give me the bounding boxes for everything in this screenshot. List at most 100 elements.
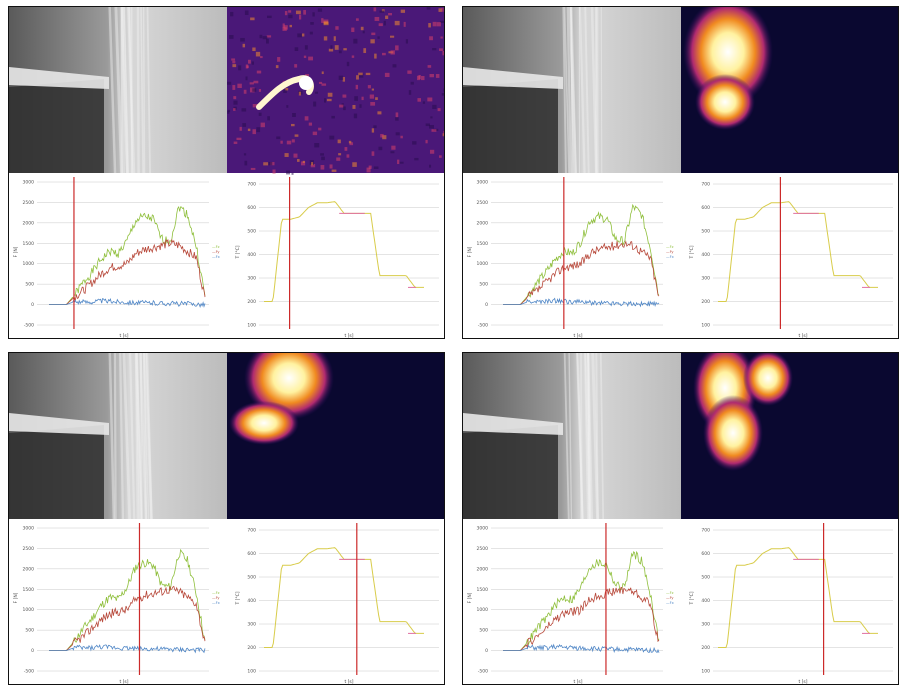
noise: [236, 137, 242, 141]
noise: [368, 165, 372, 169]
y-tick-label: 2000: [23, 566, 35, 572]
noise: [233, 100, 238, 105]
y-tick-label: 400: [247, 598, 256, 604]
noise: [245, 76, 248, 81]
noise: [344, 147, 348, 151]
noise: [266, 38, 269, 44]
noise: [318, 81, 323, 84]
tool-holder: [9, 79, 104, 173]
y-tick-label: 500: [479, 282, 488, 288]
y-tick-label: 2500: [23, 546, 35, 552]
noise: [422, 101, 426, 104]
noise: [378, 146, 383, 151]
noise: [439, 155, 442, 158]
noise: [291, 139, 295, 143]
y-tick-label: 700: [247, 528, 256, 534]
noise: [259, 34, 263, 39]
streak: [119, 353, 125, 520]
noise: [293, 153, 298, 158]
tool-holder: [9, 425, 104, 519]
streak: [140, 353, 143, 520]
y-tick-label: 1500: [477, 241, 489, 247]
x-axis-label: t [s]: [344, 333, 353, 339]
y-tick-label: 600: [701, 205, 710, 211]
force-series-line: [503, 297, 660, 308]
noise: [244, 160, 248, 166]
noise: [260, 122, 265, 128]
thermal-view: [681, 7, 898, 173]
noise: [384, 72, 390, 78]
noise: [241, 108, 247, 112]
chip-strip: [463, 67, 563, 89]
noise: [260, 56, 263, 59]
y-tick-label: 1000: [477, 607, 489, 613]
noise: [255, 51, 261, 57]
noise: [367, 85, 371, 89]
noise: [379, 10, 385, 13]
hot-spot: [229, 401, 299, 445]
noise: [311, 162, 314, 166]
noise: [355, 18, 359, 21]
y-tick-label: 1000: [23, 261, 35, 267]
y-tick-label: 2500: [477, 200, 489, 206]
streak: [587, 353, 591, 520]
y-tick-label: 300: [247, 622, 256, 628]
noise: [371, 88, 375, 91]
noise: [395, 112, 399, 118]
noise: [321, 71, 324, 75]
noise: [366, 167, 371, 173]
noise: [270, 162, 275, 166]
noise: [292, 113, 296, 117]
noise: [351, 27, 355, 33]
temp-chart: 700 600 500 400 300 200 100 T [°C] t [s]: [235, 177, 439, 339]
noise: [390, 50, 395, 55]
noise: [435, 74, 440, 78]
noise: [323, 36, 328, 41]
noise: [284, 11, 288, 16]
noise: [268, 161, 273, 166]
y-tick-label: 0: [485, 648, 488, 654]
thermal-view: [227, 7, 444, 175]
noise: [312, 131, 318, 136]
noise: [308, 56, 314, 61]
x-axis-label: t [s]: [798, 333, 807, 339]
noise: [294, 134, 299, 137]
noise: [233, 108, 236, 111]
noise: [303, 10, 307, 15]
noise: [239, 126, 242, 131]
noise: [429, 36, 433, 41]
noise: [377, 36, 380, 39]
noise: [282, 27, 287, 31]
streak: [129, 353, 136, 520]
noise: [371, 151, 375, 156]
streak: [569, 7, 575, 174]
noise: [303, 55, 307, 58]
noise: [371, 32, 376, 36]
streak: [600, 7, 603, 174]
noise: [380, 133, 384, 138]
y-axis-label: T [°C]: [235, 591, 241, 605]
noise: [272, 169, 276, 174]
noise: [250, 167, 256, 170]
y-tick-label: 100: [701, 323, 710, 329]
y-tick-label: 500: [247, 229, 256, 235]
noise: [403, 21, 406, 27]
force-series-line: [49, 644, 206, 654]
noise: [425, 123, 430, 127]
noise: [267, 15, 272, 19]
noise: [300, 161, 306, 166]
hot-spot: [695, 74, 755, 130]
y-tick-label: 700: [701, 182, 710, 188]
tool-holder: [463, 425, 558, 519]
noise: [373, 166, 379, 169]
chip-strip: [463, 413, 563, 435]
streak: [590, 7, 598, 174]
legend-entry: —Fz: [212, 591, 220, 595]
streak: [576, 353, 584, 520]
noise: [232, 60, 236, 64]
noise: [405, 39, 409, 44]
noise: [439, 20, 444, 23]
noise: [232, 85, 236, 90]
camera-view: [9, 7, 227, 174]
noise: [440, 36, 443, 39]
